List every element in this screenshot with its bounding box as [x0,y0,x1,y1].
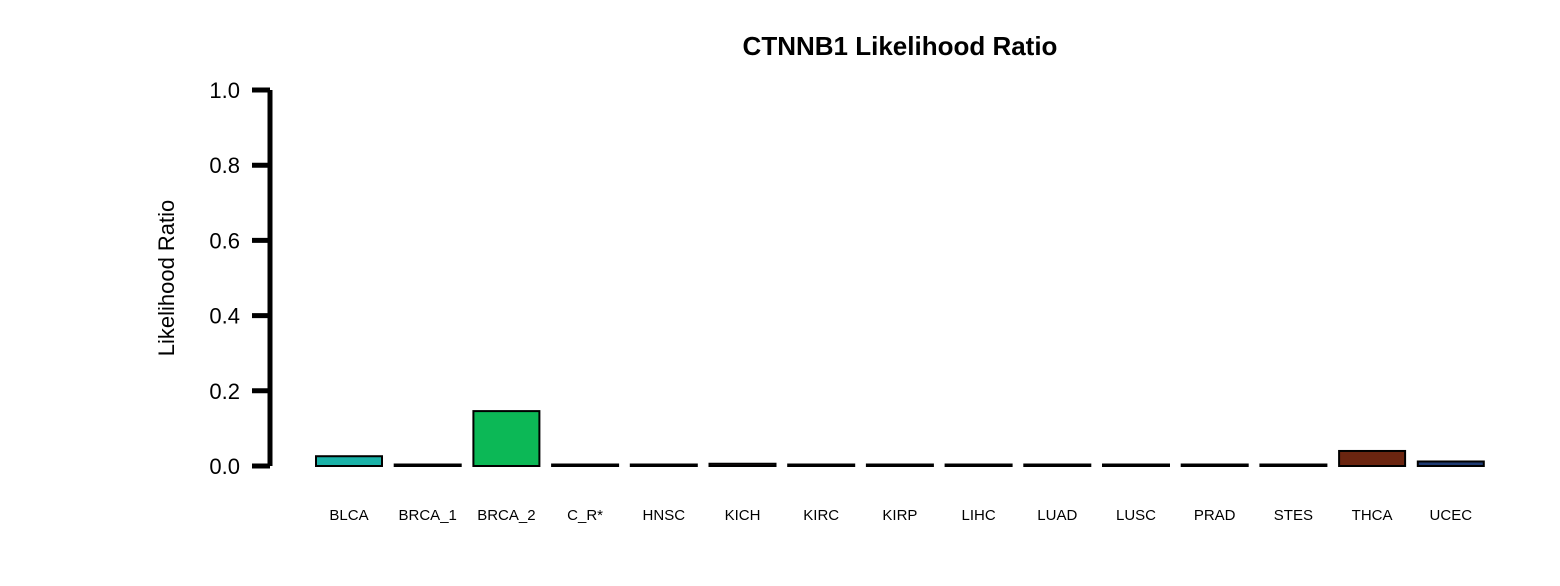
bar-thca [1338,449,1407,467]
bar-c-r [551,463,620,467]
bar-brca-2 [472,410,541,468]
y-tick-label: 0.8 [209,153,240,178]
bar-lusc [1102,463,1170,467]
x-tick-label: THCA [1352,507,1393,524]
y-tick-label: 0.2 [209,379,240,404]
x-tick-label: STES [1274,507,1313,524]
y-axis-ticks: 0.0 0.2 0.4 0.6 0.8 1.0 [209,78,270,479]
y-tick-label: 1.0 [209,78,240,103]
y-tick-label: 0.6 [209,228,240,253]
x-tick-label: BRCA_2 [477,507,535,524]
x-axis-tick-labels: BLCA BRCA_1 BRCA_2 C_R* HNSC KICH KIRC KIRP LIHC… [329,507,1472,524]
bar-ucec [1416,460,1485,468]
bar-stes [1259,463,1328,467]
x-tick-label: BLCA [329,507,368,524]
x-tick-label: C_R* [567,507,603,524]
x-tick-label: UCEC [1430,507,1473,524]
x-tick-label: KIRC [803,507,839,524]
bars [315,410,1485,468]
y-tick-label: 0.4 [209,304,240,329]
x-tick-label: LUAD [1037,507,1077,524]
bar-kirp [865,463,934,467]
chart-title: CTNNB1 Likelihood Ratio [743,31,1058,61]
y-tick-label: 0.0 [209,454,240,479]
bar-kich [708,462,777,467]
bar-luad [1023,463,1092,467]
x-tick-label: KIRP [882,507,917,524]
bar-lihc [944,463,1013,467]
x-tick-label: LUSC [1116,507,1156,524]
bar-blca [315,455,383,467]
x-tick-label: LIHC [962,507,996,524]
x-tick-label: HNSC [643,507,686,524]
x-tick-label: KICH [725,507,761,524]
bar-prad [1180,463,1249,467]
bar-hnsc [629,463,698,467]
bar-brca-1 [393,463,462,467]
bar-kirc [787,463,856,467]
x-tick-label: BRCA_1 [399,507,457,524]
x-tick-label: PRAD [1194,507,1236,524]
y-axis-label: Likelihood Ratio [154,200,179,357]
